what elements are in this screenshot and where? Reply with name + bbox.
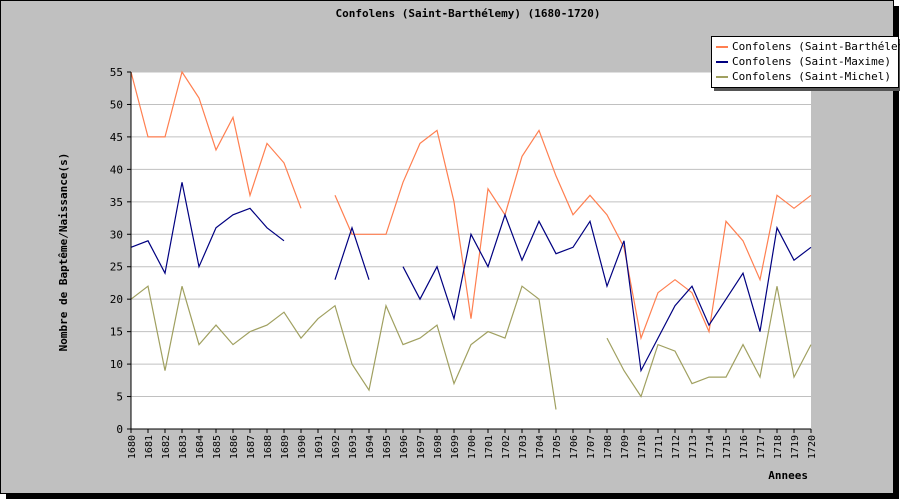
x-tick-label: 1697 <box>416 435 427 459</box>
x-tick-label: 1702 <box>501 435 512 459</box>
plot-area <box>131 72 811 429</box>
series-segment <box>130 285 557 410</box>
x-tick-label: 1687 <box>246 435 257 459</box>
x-tick-label: 1701 <box>484 435 495 459</box>
x-tick-label: 1703 <box>518 435 529 459</box>
y-tick-label: 30 <box>110 228 123 241</box>
x-tick-label: 1699 <box>450 435 461 459</box>
series-segment <box>606 286 812 398</box>
y-tick-label: 25 <box>110 261 123 274</box>
x-tick-label: 1704 <box>535 435 546 459</box>
x-tick-label: 1689 <box>280 435 291 459</box>
series-line-1 <box>130 70 812 341</box>
y-tick-label: 5 <box>116 391 123 404</box>
x-tick-label: 1713 <box>688 435 699 459</box>
legend-item: Confolens (Saint-Maxime) <box>716 55 891 69</box>
x-tick-label: 1694 <box>365 435 376 459</box>
x-tick-label: 1720 <box>807 435 818 459</box>
y-tick-label: 20 <box>110 293 123 306</box>
x-tick-label: 1682 <box>161 435 172 459</box>
legend-swatch <box>716 76 728 78</box>
x-tick-label: 1680 <box>127 435 138 459</box>
x-tick-label: 1717 <box>756 435 767 459</box>
x-tick-label: 1685 <box>212 435 223 459</box>
x-tick-label: 1709 <box>620 435 631 459</box>
x-tick-label: 1707 <box>586 435 597 459</box>
chart-legend: Confolens (Saint-Barthélemy) Confolens (… <box>711 36 900 88</box>
legend-item: Confolens (Saint-Barthélemy) <box>716 40 900 54</box>
series-line-3 <box>130 285 812 410</box>
legend-swatch <box>716 61 728 63</box>
series-lines <box>130 70 812 410</box>
x-tick-label: 1688 <box>263 435 274 459</box>
x-tick-label: 1714 <box>705 435 716 459</box>
x-tick-label: 1718 <box>773 435 784 459</box>
frame-shadow-bottom <box>6 493 899 499</box>
x-tick-label: 1695 <box>382 435 393 459</box>
y-tick-label: 45 <box>110 131 123 144</box>
x-tick-label: 1690 <box>297 435 308 459</box>
y-tick-label: 55 <box>110 66 123 79</box>
x-axis-ticks: 1680 1681 1682 1683 1684 1685 1686 1687 1688 1689… <box>127 429 818 459</box>
series-segment <box>334 225 370 280</box>
series-segment <box>402 212 812 373</box>
x-tick-label: 1712 <box>671 435 682 459</box>
x-tick-label: 1700 <box>467 435 478 459</box>
legend-label: Confolens (Saint-Michel) <box>732 70 891 83</box>
x-tick-label: 1719 <box>790 435 801 459</box>
y-tick-label: 50 <box>110 98 123 111</box>
y-tick-label: 0 <box>116 423 123 436</box>
x-tick-label: 1693 <box>348 435 359 459</box>
x-tick-label: 1684 <box>195 435 206 459</box>
x-tick-label: 1708 <box>603 435 614 459</box>
x-tick-label: 1698 <box>433 435 444 459</box>
x-tick-label: 1716 <box>739 435 750 459</box>
y-axis-label: Nombre de Baptême/Naissance(s) <box>57 153 70 352</box>
legend-label: Confolens (Saint-Maxime) <box>732 55 891 68</box>
x-tick-label: 1683 <box>178 435 189 459</box>
x-tick-label: 1715 <box>722 435 733 459</box>
x-tick-label: 1696 <box>399 435 410 459</box>
x-tick-label: 1711 <box>654 435 665 459</box>
legend-swatch <box>716 46 728 48</box>
x-tick-label: 1686 <box>229 435 240 459</box>
chart-title: Confolens (Saint-Barthélemy) (1680-1720) <box>336 7 601 20</box>
frame-shadow-right <box>893 6 899 499</box>
y-tick-label: 35 <box>110 196 123 209</box>
x-tick-label: 1691 <box>314 435 325 459</box>
y-tick-label: 40 <box>110 163 123 176</box>
series-segment <box>130 70 302 209</box>
y-tick-label: 15 <box>110 326 123 339</box>
x-tick-label: 1681 <box>144 435 155 459</box>
x-tick-label: 1710 <box>637 435 648 459</box>
x-tick-label: 1692 <box>331 435 342 459</box>
x-tick-label: 1705 <box>552 435 563 459</box>
series-line-2 <box>130 182 812 373</box>
y-tick-label: 10 <box>110 358 123 371</box>
series-segment <box>334 129 812 341</box>
series-segment <box>130 182 285 276</box>
y-axis-ticks: 0 5 10 15 20 25 30 35 40 45 50 55 <box>110 66 131 436</box>
legend-label: Confolens (Saint-Barthélemy) <box>732 40 900 53</box>
x-axis-label: Annees <box>768 469 808 482</box>
legend-item: Confolens (Saint-Michel) <box>716 70 891 84</box>
x-tick-label: 1706 <box>569 435 580 459</box>
